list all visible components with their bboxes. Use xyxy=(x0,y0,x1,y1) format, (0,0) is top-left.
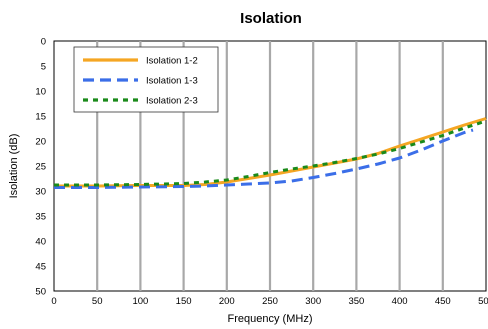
x-tick-labels: 0 50 100 150 200 250 300 350 400 450 500 xyxy=(51,296,488,307)
legend-label: Isolation 1-2 xyxy=(146,56,198,67)
x-tick-label: 200 xyxy=(219,296,235,307)
y-tick-label: 45 xyxy=(35,262,46,273)
x-tick-label: 250 xyxy=(262,296,278,307)
y-tick-label: 50 xyxy=(35,287,46,298)
legend: Isolation 1-2 Isolation 1-3 Isolation 2-3 xyxy=(73,46,219,113)
y-tick-label: 0 xyxy=(41,37,46,48)
y-axis-label: Isolation (dB) xyxy=(8,134,20,199)
y-tick-label: 5 xyxy=(41,62,46,73)
y-tick-label: 20 xyxy=(35,137,46,148)
y-tick-label: 35 xyxy=(35,212,46,223)
x-tick-label: 0 xyxy=(51,296,56,307)
x-tick-label: 450 xyxy=(435,296,451,307)
series-line xyxy=(54,128,474,189)
x-axis-label: Frequency (MHz) xyxy=(228,313,313,325)
x-tick-label: 350 xyxy=(348,296,364,307)
series-line xyxy=(54,119,487,187)
y-tick-labels: 0 5 10 15 20 25 30 35 40 45 50 xyxy=(35,37,46,298)
y-tick-label: 15 xyxy=(35,112,46,123)
y-tick-label: 10 xyxy=(35,87,46,98)
y-tick-label: 25 xyxy=(35,162,46,173)
x-tick-label: 150 xyxy=(176,296,192,307)
x-tick-label: 400 xyxy=(392,296,408,307)
y-tick-label: 30 xyxy=(35,187,46,198)
data-series xyxy=(54,117,487,189)
x-tick-label: 500 xyxy=(478,296,488,307)
plot-area xyxy=(53,40,487,292)
legend-label: Isolation 2-3 xyxy=(146,96,198,107)
legend-label: Isolation 1-3 xyxy=(146,76,198,87)
x-tick-label: 50 xyxy=(92,296,103,307)
chart-title: Isolation xyxy=(240,10,302,27)
x-tick-label: 300 xyxy=(305,296,321,307)
y-tick-label: 40 xyxy=(35,237,46,248)
x-tick-label: 100 xyxy=(132,296,148,307)
